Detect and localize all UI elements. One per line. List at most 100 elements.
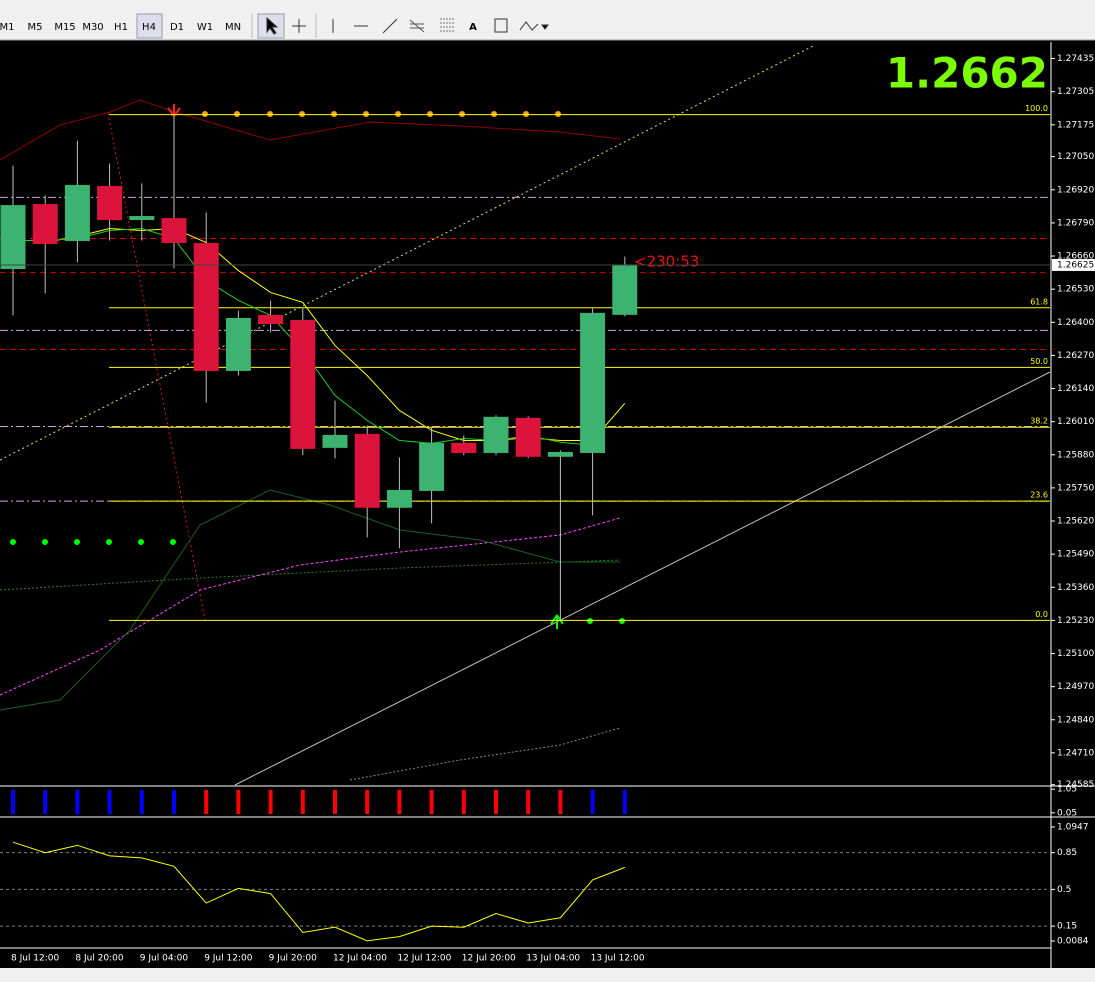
y-tick-label: 1.25100 bbox=[1057, 649, 1094, 659]
signal-bar bbox=[494, 790, 498, 814]
y-tick-label: 1.27435 bbox=[1057, 54, 1094, 64]
timeframe-button[interactable]: M1 bbox=[0, 22, 15, 33]
candle-body bbox=[258, 314, 284, 325]
y-tick-label: 0.0084 bbox=[1057, 937, 1089, 947]
y-tick-label: 1.24585 bbox=[1057, 780, 1094, 790]
x-tick-label: 9 Jul 12:00 bbox=[204, 954, 253, 964]
y-tick-label: 0.15 bbox=[1057, 922, 1077, 932]
candle-body bbox=[32, 204, 58, 245]
signal-bar bbox=[590, 790, 595, 814]
x-tick-label: 13 Jul 12:00 bbox=[591, 954, 645, 964]
scrollbar[interactable] bbox=[0, 968, 1095, 982]
fib-label: 0.0 bbox=[1035, 610, 1048, 619]
signal-bar bbox=[172, 790, 176, 814]
signal-bar bbox=[43, 790, 48, 814]
x-tick-label: 9 Jul 20:00 bbox=[269, 954, 318, 964]
y-tick-label: 1.0947 bbox=[1057, 823, 1089, 833]
current-price-box bbox=[1052, 258, 1095, 271]
y-tick-label: 1.25230 bbox=[1057, 616, 1094, 626]
x-tick-label: 8 Jul 12:00 bbox=[11, 954, 60, 964]
y-tick-label: 1.27305 bbox=[1057, 87, 1094, 97]
signal-bar bbox=[204, 790, 209, 814]
y-tick-label: 1.26530 bbox=[1057, 285, 1094, 295]
candle-body bbox=[97, 185, 123, 221]
signal-bar bbox=[11, 790, 15, 814]
fib-label: 61.8 bbox=[1030, 297, 1048, 306]
trend-line bbox=[107, 112, 206, 621]
candle-body bbox=[64, 184, 90, 241]
x-tick-label: 12 Jul 20:00 bbox=[462, 954, 516, 964]
candle-body bbox=[129, 216, 155, 221]
y-tick-label: 0.85 bbox=[1057, 848, 1077, 858]
indicator-line bbox=[0, 517, 621, 696]
candle-body bbox=[193, 243, 219, 371]
signal-bar bbox=[268, 790, 273, 814]
candle-body bbox=[547, 451, 573, 457]
y-tick-label: 1.26270 bbox=[1057, 351, 1094, 361]
signal-dots bbox=[167, 104, 561, 117]
y-tick-label: 1.24840 bbox=[1057, 715, 1094, 725]
signal-bar bbox=[365, 790, 370, 814]
timeframe-button[interactable]: H1 bbox=[114, 22, 128, 33]
candle-body bbox=[580, 312, 606, 453]
y-tick-label: 1.25750 bbox=[1057, 483, 1094, 493]
timeframe-button[interactable]: M15 bbox=[54, 22, 75, 33]
trend-line bbox=[234, 371, 1051, 786]
signal-bar bbox=[333, 790, 337, 814]
drawing-tools[interactable] bbox=[251, 13, 549, 39]
candle-body bbox=[225, 317, 251, 371]
signal-bar bbox=[429, 790, 434, 814]
timeframe-pressed bbox=[136, 13, 163, 39]
timeframe-button[interactable]: W1 bbox=[197, 22, 213, 33]
y-tick-label: 1.25490 bbox=[1057, 550, 1094, 560]
y-tick-label: 1.25880 bbox=[1057, 450, 1094, 460]
y-tick-label: 1.26400 bbox=[1057, 318, 1094, 328]
signal-bar bbox=[139, 790, 144, 814]
x-tick-label: 12 Jul 12:00 bbox=[397, 954, 451, 964]
signal-bar bbox=[622, 790, 627, 814]
y-tick-label: 1.27175 bbox=[1057, 120, 1094, 130]
y-tick-label: 1.26790 bbox=[1057, 218, 1094, 228]
x-tick-label: 12 Jul 04:00 bbox=[333, 954, 387, 964]
price-display: 1.2662 bbox=[886, 49, 1048, 98]
candle-body bbox=[161, 218, 187, 244]
timeframe-button[interactable]: D1 bbox=[170, 22, 184, 33]
signal-bar bbox=[300, 790, 305, 814]
y-tick-label: 1.26920 bbox=[1057, 185, 1094, 195]
y-tick-label: 1.26140 bbox=[1057, 384, 1094, 394]
y-tick-label: 1.27050 bbox=[1057, 152, 1094, 162]
candle-body bbox=[0, 205, 26, 270]
x-tick-label: 9 Jul 04:00 bbox=[140, 954, 189, 964]
candle-body bbox=[419, 442, 445, 491]
y-tick-label: 1.05 bbox=[1057, 785, 1077, 795]
oscillator-line bbox=[12, 841, 625, 942]
signal-bar bbox=[107, 790, 112, 814]
candle-body bbox=[322, 434, 348, 448]
y-tick-label: 1.26660 bbox=[1057, 252, 1094, 262]
candle-body bbox=[290, 319, 316, 449]
text-tool[interactable]: A bbox=[469, 22, 477, 33]
candle-body bbox=[354, 433, 380, 508]
timeframe-button[interactable]: H4 bbox=[142, 22, 156, 33]
candle-body bbox=[483, 416, 509, 453]
candle-body bbox=[451, 442, 477, 453]
timeframe-button[interactable]: M5 bbox=[28, 22, 43, 33]
y-tick-label: 0.05 bbox=[1057, 808, 1077, 818]
signal-dots bbox=[10, 539, 625, 629]
signal-bar bbox=[558, 790, 563, 814]
fib-label: 38.2 bbox=[1030, 417, 1048, 426]
signal-bar bbox=[526, 790, 531, 814]
fib-label: 23.6 bbox=[1030, 491, 1048, 500]
candle-body bbox=[612, 264, 638, 315]
timeframe-button[interactable]: M30 bbox=[82, 22, 103, 33]
y-tick-label: 1.24970 bbox=[1057, 682, 1094, 692]
indicator-line bbox=[349, 727, 621, 781]
timeframe-button[interactable]: MN bbox=[225, 22, 241, 33]
indicator-line bbox=[0, 99, 621, 161]
y-tick-label: 1.26010 bbox=[1057, 417, 1094, 427]
y-tick-label: 1.25360 bbox=[1057, 583, 1094, 593]
candle-body bbox=[386, 489, 412, 508]
candle-body bbox=[515, 417, 541, 457]
fib-label: 100.0 bbox=[1025, 104, 1048, 113]
